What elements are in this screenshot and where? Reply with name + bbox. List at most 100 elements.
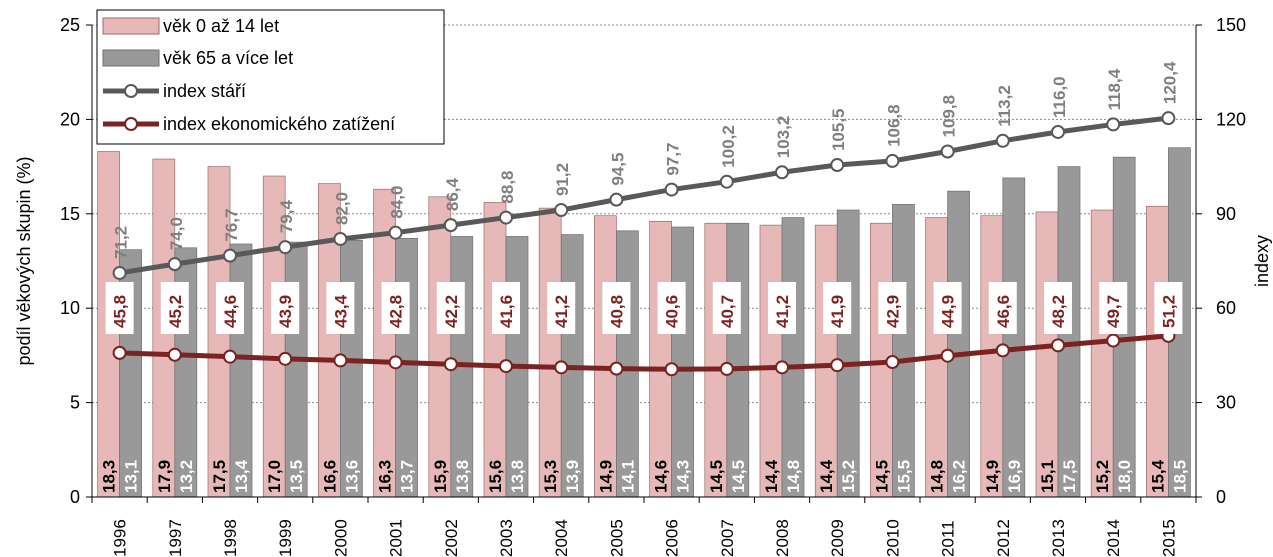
x-tick-label: 2005 bbox=[607, 519, 626, 557]
bar-young bbox=[538, 207, 562, 498]
x-tick-label: 2004 bbox=[552, 519, 571, 557]
bar-young-label: 14,5 bbox=[707, 460, 726, 493]
aging-index-label: 103,2 bbox=[774, 116, 793, 159]
dependency-index-label: 41,2 bbox=[552, 295, 571, 328]
bar-old-label: 14,1 bbox=[618, 460, 637, 493]
bar-young bbox=[704, 222, 728, 498]
bar-young bbox=[649, 221, 672, 498]
bar-old-label: 13,9 bbox=[563, 460, 582, 493]
aging-index-label: 91,2 bbox=[553, 163, 572, 196]
x-tick-label: 2011 bbox=[939, 520, 958, 557]
bar-young-label: 16,6 bbox=[320, 460, 339, 493]
y-axis-title: podíl věkových skupin (%) bbox=[14, 156, 34, 365]
dependency-label-box bbox=[657, 282, 686, 334]
aging-index-point bbox=[609, 192, 624, 207]
data-labels-layer: 18,3 13,1 17,9 13,2 17,5 13,4 17,0 13,5 16,6 13,6… bbox=[100, 61, 1190, 493]
dependency-index-label: 41,2 bbox=[773, 295, 792, 328]
y2-tick-label: 0 bbox=[1216, 487, 1226, 507]
aging-index-label: 100,2 bbox=[719, 125, 738, 168]
aging-index-label: 113,2 bbox=[995, 85, 1014, 127]
dependency-index-point bbox=[167, 347, 182, 362]
dependency-label-box bbox=[768, 282, 796, 334]
aging-index-point bbox=[333, 231, 348, 246]
x-tick-label: 2001 bbox=[387, 519, 406, 557]
y-tick-label: 0 bbox=[70, 487, 80, 507]
aging-index-point bbox=[664, 182, 679, 197]
bar-old-label: 18,0 bbox=[1115, 460, 1134, 493]
bar-young bbox=[483, 202, 507, 498]
dependency-index-point bbox=[223, 349, 237, 364]
dependency-label-box bbox=[1099, 282, 1128, 334]
dependency-index-label: 43,4 bbox=[331, 294, 350, 328]
dependency-index-point bbox=[609, 361, 624, 376]
aging-index-point bbox=[223, 248, 237, 263]
bar-old-label: 16,2 bbox=[950, 460, 969, 493]
bar-young-label: 14,5 bbox=[872, 460, 891, 493]
aging-index-point bbox=[554, 203, 569, 218]
dependency-index-label: 48,2 bbox=[1049, 295, 1068, 328]
bar-young-label: 15,6 bbox=[486, 460, 505, 493]
bar-old bbox=[836, 209, 860, 498]
dependency-index-point bbox=[775, 360, 789, 375]
x-tick-label: 2015 bbox=[1159, 519, 1178, 557]
dependency-index-point bbox=[1106, 333, 1121, 348]
dependency-index-point bbox=[333, 353, 348, 368]
dependency-index-point bbox=[499, 359, 513, 374]
x-tick-label: 1998 bbox=[221, 519, 240, 557]
bar-young-label: 14,4 bbox=[762, 459, 781, 493]
dependency-label-box bbox=[326, 282, 355, 334]
y-tick-label: 10 bbox=[60, 298, 80, 318]
aging-index-label: 88,8 bbox=[498, 170, 517, 203]
bar-young-label: 17,5 bbox=[210, 460, 229, 493]
dependency-label-box bbox=[160, 282, 189, 334]
bar-old-label: 17,5 bbox=[1060, 460, 1079, 493]
legend-swatch-old bbox=[102, 49, 160, 67]
aging-index-label: 79,4 bbox=[277, 200, 296, 234]
aging-index-label: 105,5 bbox=[829, 108, 848, 151]
x-tick-label: 2014 bbox=[1104, 519, 1123, 557]
dependency-index-label: 41,9 bbox=[828, 295, 847, 328]
dependency-index-label: 40,6 bbox=[663, 295, 682, 328]
dependency-index-label: 44,9 bbox=[939, 295, 958, 328]
bar-old-label: 13,8 bbox=[508, 460, 527, 493]
aging-index-label: 82,0 bbox=[332, 192, 351, 225]
y2-tick-label: 30 bbox=[1216, 393, 1236, 413]
bar-young bbox=[594, 215, 617, 498]
bar-old-label: 16,9 bbox=[1005, 460, 1024, 493]
aging-index-label: 109,8 bbox=[940, 95, 959, 138]
dependency-label-box bbox=[878, 282, 907, 334]
legend-marker-dependency bbox=[124, 117, 138, 131]
dependency-index-point bbox=[388, 355, 403, 370]
bar-old-label: 13,7 bbox=[398, 460, 417, 493]
y-tick-label: 20 bbox=[60, 109, 80, 129]
x-tick-label: 2009 bbox=[828, 519, 847, 557]
aging-index-label: 86,4 bbox=[443, 177, 462, 211]
y2-tick-label: 90 bbox=[1216, 204, 1236, 224]
dependency-index-point bbox=[830, 358, 845, 373]
aging-index-label: 97,7 bbox=[664, 142, 683, 175]
x-tick-label: 2002 bbox=[442, 519, 461, 557]
x-tick-label: 2006 bbox=[663, 519, 682, 557]
bar-young bbox=[759, 224, 783, 498]
dependency-index-point bbox=[278, 351, 293, 366]
bar-young-label: 14,6 bbox=[652, 460, 671, 493]
line-aging-index bbox=[119, 115, 1169, 276]
x-tick-label: 2000 bbox=[331, 519, 350, 557]
bar-old bbox=[892, 204, 915, 498]
bar-young bbox=[1090, 209, 1114, 498]
aging-index-point bbox=[775, 165, 789, 180]
lines-layer bbox=[112, 111, 1176, 377]
dependency-index-label: 41,6 bbox=[497, 295, 516, 328]
aging-index-point bbox=[167, 257, 182, 272]
dependency-index-label: 42,2 bbox=[442, 295, 461, 328]
bar-old bbox=[340, 239, 363, 498]
aging-index-label: 116,0 bbox=[1050, 76, 1069, 118]
dependency-index-point bbox=[443, 357, 458, 372]
dependency-label-box bbox=[602, 282, 631, 334]
aging-index-point bbox=[940, 144, 955, 159]
dependency-index-label: 46,6 bbox=[994, 295, 1013, 328]
dependency-index-point bbox=[885, 355, 900, 370]
dependency-label-box bbox=[712, 282, 741, 334]
x-tick-label: 1997 bbox=[166, 519, 185, 557]
x-tick-label: 2007 bbox=[718, 519, 737, 557]
